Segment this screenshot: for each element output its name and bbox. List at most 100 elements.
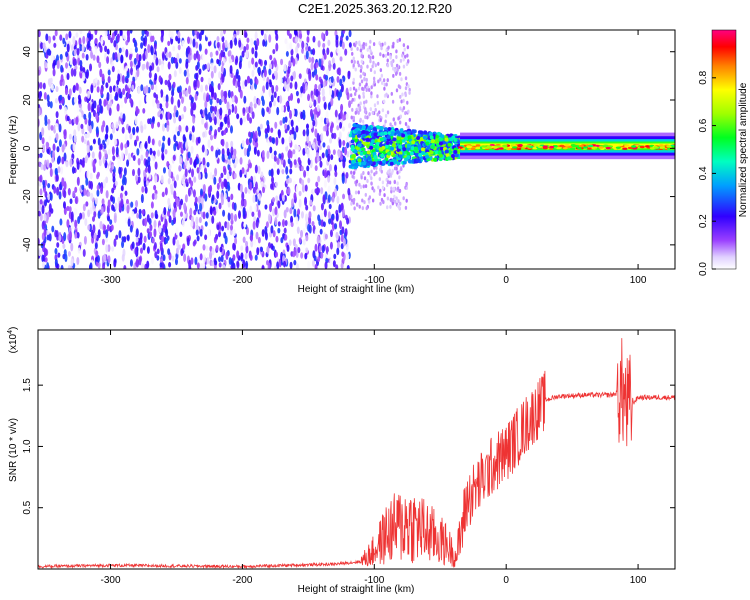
noise-cell <box>356 46 359 51</box>
noise-cell <box>119 30 123 37</box>
noise-cell <box>135 175 139 182</box>
noise-cell <box>389 204 392 209</box>
noise-cell <box>158 225 162 234</box>
noise-cell <box>269 54 273 61</box>
noise-cell <box>220 254 224 263</box>
noise-cell <box>321 32 325 40</box>
multiplier-exp: 4 <box>7 330 14 334</box>
noise-cell <box>306 30 310 36</box>
bottom-xtick-label: -100 <box>364 575 384 586</box>
carrier-cell <box>598 146 604 149</box>
noise-cell <box>269 146 273 154</box>
noise-cell <box>248 144 252 152</box>
noise-cell <box>236 250 240 259</box>
noise-cell <box>83 235 87 245</box>
noise-cell <box>288 177 292 184</box>
noise-cell <box>185 89 189 98</box>
noise-cell <box>42 42 46 49</box>
noise-cell <box>63 129 67 137</box>
noise-cell <box>99 68 103 78</box>
noise-cell <box>199 263 203 269</box>
noise-cell <box>273 70 277 77</box>
noise-cell <box>216 58 220 65</box>
noise-cell <box>288 239 292 246</box>
noise-cell <box>86 169 90 179</box>
noise-cell <box>401 92 404 97</box>
noise-cell <box>227 184 231 192</box>
noise-cell <box>315 61 319 68</box>
noise-cell <box>295 185 299 194</box>
noise-cell <box>170 31 174 40</box>
noise-cell <box>222 209 226 217</box>
noise-cell <box>333 253 337 260</box>
noise-cell <box>221 225 225 232</box>
noise-cell <box>173 216 177 225</box>
noise-cell <box>76 257 80 266</box>
noise-cell <box>242 236 246 243</box>
noise-cell <box>314 143 318 151</box>
noise-cell <box>286 42 290 51</box>
noise-cell <box>315 88 319 98</box>
noise-cell <box>275 136 279 146</box>
noise-cell <box>154 209 158 219</box>
noise-cell <box>340 233 344 243</box>
noise-cell <box>113 40 117 48</box>
noise-cell <box>229 64 233 75</box>
noise-cell <box>87 224 91 231</box>
noise-cell <box>160 63 164 71</box>
noise-cell <box>319 228 323 235</box>
noise-cell <box>377 79 380 84</box>
noise-cell <box>175 247 179 255</box>
transition-cell <box>413 146 418 151</box>
noise-cell <box>396 39 399 44</box>
noise-cell <box>314 228 318 237</box>
noise-cell <box>194 202 198 212</box>
noise-cell <box>149 231 153 238</box>
noise-cell <box>52 59 56 67</box>
transition-cell <box>379 132 384 137</box>
noise-cell <box>339 220 343 230</box>
noise-cell <box>332 62 336 70</box>
transition-cell <box>410 146 415 151</box>
noise-cell <box>275 85 279 92</box>
noise-cell <box>107 199 111 208</box>
noise-cell <box>49 77 53 83</box>
noise-cell <box>266 246 270 254</box>
noise-cell <box>182 83 186 91</box>
noise-cell <box>204 122 208 129</box>
transition-cell <box>368 160 373 165</box>
noise-cell <box>257 165 261 175</box>
noise-cell <box>79 30 83 35</box>
noise-cell <box>340 262 344 269</box>
noise-cell <box>294 81 298 90</box>
noise-cell <box>149 65 153 72</box>
noise-cell <box>392 66 395 71</box>
noise-cell <box>133 57 137 65</box>
noise-cell <box>88 125 92 134</box>
noise-cell <box>376 94 379 99</box>
noise-cell <box>329 125 333 134</box>
noise-cell <box>140 42 144 49</box>
transition-cell <box>373 139 378 144</box>
noise-cell <box>69 59 73 65</box>
noise-cell <box>43 228 47 237</box>
noise-cell <box>272 197 276 203</box>
noise-cell <box>38 181 42 187</box>
noise-cell <box>107 171 111 178</box>
noise-cell <box>182 43 186 52</box>
noise-cell <box>153 228 157 238</box>
transition-cell <box>357 124 362 129</box>
noise-cell <box>304 196 308 206</box>
noise-cell <box>215 149 219 159</box>
noise-cell <box>264 231 268 241</box>
noise-cell <box>196 167 200 174</box>
transition-cell <box>367 155 372 160</box>
noise-cell <box>39 199 43 205</box>
noise-cell <box>370 85 373 90</box>
noise-cell <box>359 44 363 49</box>
noise-cell <box>175 140 179 147</box>
noise-cell <box>91 151 95 159</box>
noise-cell <box>162 135 166 142</box>
noise-cell <box>164 149 168 155</box>
noise-cell <box>241 221 245 230</box>
